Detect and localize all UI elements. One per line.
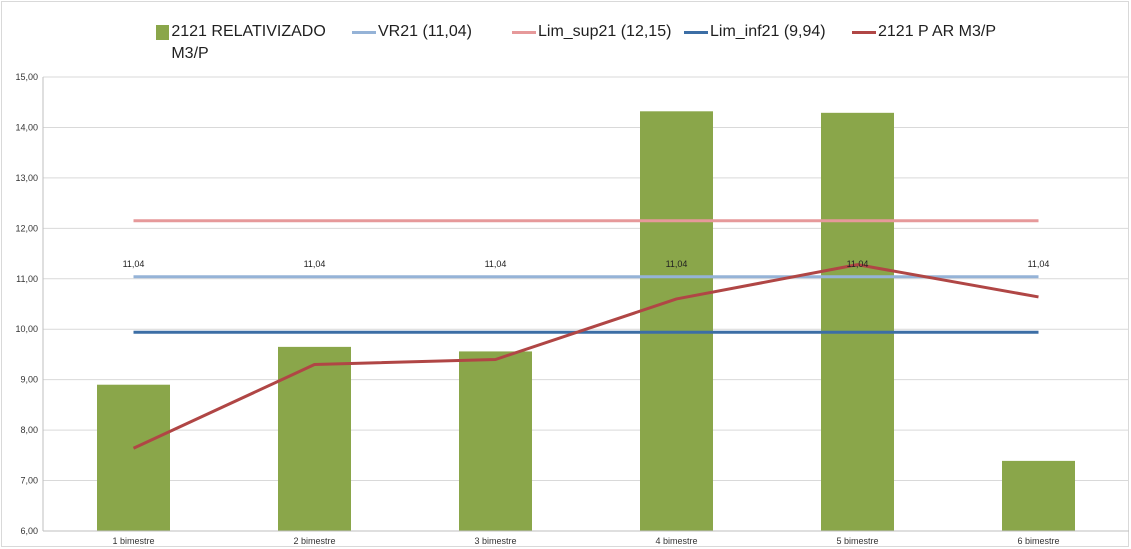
y-tick-label: 10,00: [15, 324, 38, 334]
y-tick-label: 9,00: [20, 375, 38, 385]
y-tick-label: 12,00: [15, 223, 38, 233]
y-tick-label: 11,00: [16, 274, 38, 284]
legend-item-p-ar: 2121 P AR M3/P: [852, 21, 996, 43]
y-tick-label: 8,00: [20, 425, 38, 435]
x-tick-label: 5 bimestre: [836, 536, 878, 546]
data-label-vr21: 11,04: [485, 259, 507, 269]
y-tick-label: 13,00: [15, 173, 38, 183]
bar: [97, 384, 170, 531]
legend-item-vr21: VR21 (11,04): [352, 21, 472, 43]
legend-label-relativizado: 2121 RELATIVIZADO M3/P: [171, 23, 326, 62]
legend-label-p-ar: 2121 P AR M3/P: [878, 23, 996, 40]
x-tick-label: 6 bimestre: [1017, 536, 1059, 546]
legend: 2121 RELATIVIZADO M3/P VR21 (11,04) Lim_…: [0, 0, 1131, 62]
y-tick-label: 15,00: [15, 72, 38, 82]
data-label-vr21: 11,04: [847, 259, 869, 269]
legend-swatch-lim-sup21: [512, 31, 536, 34]
data-label-vr21: 11,04: [1028, 259, 1050, 269]
legend-swatch-p-ar: [852, 31, 876, 34]
bar: [640, 111, 713, 532]
legend-item-relativizado: 2121 RELATIVIZADO M3/P: [156, 21, 346, 65]
data-label-vr21: 11,04: [666, 259, 688, 269]
p-ar-line: [132, 263, 1039, 450]
bar: [1002, 460, 1075, 531]
bar: [459, 351, 532, 531]
data-label-vr21: 11,04: [304, 259, 326, 269]
y-tick-label: 7,00: [20, 476, 38, 486]
y-tick-label: 14,00: [15, 122, 38, 132]
legend-label-lim-sup21: Lim_sup21 (12,15): [538, 23, 672, 40]
legend-swatch-vr21: [352, 31, 376, 34]
bar: [821, 112, 894, 531]
legend-item-lim-sup21: Lim_sup21 (12,15): [512, 21, 671, 43]
x-tick-label: 1 bimestre: [112, 536, 154, 546]
legend-label-vr21: VR21 (11,04): [378, 23, 472, 40]
legend-swatch-relativizado: [156, 25, 170, 40]
data-label-vr21: 11,04: [123, 259, 145, 269]
x-tick-label: 3 bimestre: [474, 536, 516, 546]
x-tick-label: 4 bimestre: [655, 536, 697, 546]
y-tick-label: 6,00: [20, 526, 38, 536]
legend-item-lim-inf21: Lim_inf21 (9,94): [684, 21, 826, 43]
x-tick-label: 2 bimestre: [293, 536, 335, 546]
legend-swatch-lim-inf21: [684, 31, 708, 34]
legend-label-lim-inf21: Lim_inf21 (9,94): [710, 23, 826, 40]
bar: [278, 346, 351, 531]
